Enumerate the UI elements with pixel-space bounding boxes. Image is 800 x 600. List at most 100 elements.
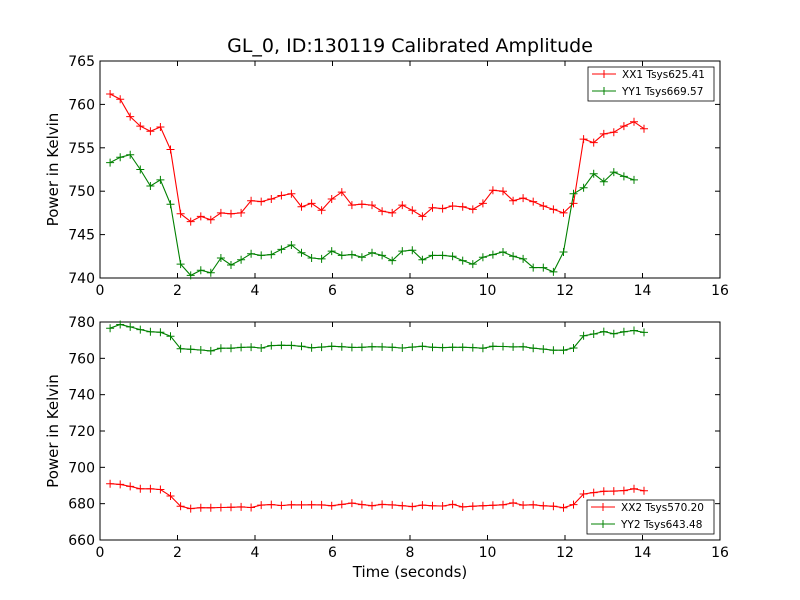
bottom-plot-data-point	[630, 326, 638, 335]
bottom-plot-data-point	[428, 343, 437, 352]
top-plot-xtick-label: 6	[328, 283, 337, 299]
top-plot-data-point	[630, 117, 638, 126]
top-plot-data-point	[317, 206, 326, 215]
top-plot-data-point	[166, 145, 175, 154]
bottom-plot-xtick-label: 12	[556, 545, 574, 561]
top-plot-data-point	[458, 202, 467, 211]
top-plot-data-point	[156, 123, 165, 131]
bottom-plot-data-point	[609, 329, 618, 338]
top-plot-data-point	[388, 208, 397, 217]
legend-label-xx2: XX2 Tsys570.20	[621, 502, 704, 514]
bottom-plot-data-point	[176, 502, 185, 511]
bottom-plot-data-point	[418, 501, 427, 510]
bottom-plot-data-point	[146, 327, 155, 336]
top-plot-data-point	[569, 199, 578, 208]
bottom-plot-data-point	[247, 503, 256, 512]
bottom-plot-data-point	[569, 344, 578, 352]
top-plot-data-point	[589, 138, 598, 147]
bottom-plot-data-point	[589, 330, 598, 338]
bottom-plot-data-point	[357, 343, 366, 352]
top-plot-data-point	[378, 207, 387, 216]
legend-label-xx1: XX1 Tsys625.41	[622, 69, 705, 81]
bottom-plot-xlabel: Time (seconds)	[352, 563, 468, 581]
bottom-plot-data-point	[287, 341, 296, 350]
bottom-plot-data-point	[347, 499, 356, 508]
figure-title: GL_0, ID:130119 Calibrated Amplitude	[227, 35, 593, 57]
top-plot-data-point	[136, 122, 145, 131]
top-plot-data-point	[166, 200, 175, 209]
top-plot-data-point	[529, 197, 538, 206]
bottom-plot-ticks: 0 2 4 6 8 10 12 14 16 660 680 700 720 740 760 780	[68, 315, 729, 561]
bottom-plot-data-point	[478, 344, 487, 353]
top-plot-data-point	[549, 267, 558, 276]
bottom-plot-data-point	[267, 500, 276, 509]
bottom-plot-data-point	[499, 342, 507, 351]
top-plot-data-point	[630, 175, 638, 184]
bottom-plot-data-point	[579, 490, 588, 498]
bottom-plot: Power in Kelvin Time (seconds) 0 2 4 6 8 10 12…	[44, 315, 729, 581]
bottom-plot-data-point	[488, 342, 497, 351]
bottom-plot-data-point	[307, 500, 316, 509]
bottom-plot-data-point	[378, 342, 387, 351]
top-plot-data-point	[559, 208, 568, 217]
bottom-plot-data-point	[237, 502, 246, 511]
top-plot-data-point	[579, 183, 588, 192]
bottom-plot-data-point	[216, 344, 225, 353]
top-plot-data-point	[146, 182, 155, 190]
top-plot-data-point	[609, 128, 618, 137]
bottom-plot-data-point	[468, 502, 477, 511]
top-plot-data-point	[368, 201, 376, 210]
bottom-plot-legend-box	[586, 499, 715, 535]
bottom-plot-data-point	[549, 502, 558, 511]
top-plot-data-point	[398, 201, 407, 210]
top-plot-data-point	[337, 188, 346, 197]
top-plot-data-point	[206, 215, 215, 224]
bottom-plot-data-point	[619, 327, 628, 336]
bottom-plot-data-point	[347, 343, 356, 352]
bottom-plot-data-point	[549, 346, 558, 355]
top-plot-xtick-label: 10	[479, 283, 497, 299]
top-plot-data-point	[257, 197, 266, 206]
bottom-plot-data-point	[368, 501, 376, 510]
bottom-plot-xtick-label: 0	[96, 545, 105, 561]
top-plot-data-point	[378, 251, 387, 260]
top-plot-data-point	[478, 253, 487, 262]
bottom-plot-data-point	[237, 343, 246, 352]
bottom-plot-data-point	[317, 500, 326, 509]
bottom-plot-data-point	[146, 484, 155, 493]
top-plot-xtick-label: 12	[556, 283, 574, 299]
bottom-plot-xtick-label: 10	[479, 545, 497, 561]
bottom-plot-data-point	[458, 502, 467, 511]
top-plot-data-point	[519, 194, 528, 203]
bottom-plot-data-point	[267, 341, 276, 350]
top-plot-data-point	[448, 252, 457, 261]
bottom-plot-ytick-label: 700	[68, 460, 95, 476]
top-plot-data-point	[418, 212, 427, 221]
top-plot-data-point	[488, 250, 497, 259]
bottom-plot-data-point	[227, 344, 235, 353]
top-plot-data-point	[307, 254, 316, 262]
top-plot-data-point	[347, 250, 356, 259]
bottom-plot-data-point	[640, 328, 648, 337]
top-plot-ylabel: Power in Kelvin	[44, 113, 62, 227]
top-plot-data-point	[106, 90, 115, 98]
bottom-plot-data-point	[368, 342, 376, 351]
bottom-plot-data-point	[468, 343, 477, 352]
bottom-plot-data-point	[277, 341, 286, 350]
top-plot-data-point	[327, 195, 336, 203]
top-plot-data-point	[438, 251, 447, 260]
top-plot-legend: XX1 Tsys625.41 YY1 Tsys669.57	[587, 66, 715, 102]
bottom-plot-xtick-label: 6	[328, 545, 337, 561]
top-plot-data-point	[509, 196, 518, 205]
bottom-plot-xtick-label: 2	[173, 545, 182, 561]
top-plot-ytick-label: 765	[68, 54, 95, 70]
bottom-plot-data-point	[438, 502, 447, 510]
bottom-plot-data-point	[599, 327, 608, 336]
top-plot-xtick-label: 2	[173, 283, 182, 299]
top-plot-data-point	[458, 256, 467, 265]
bottom-plot-ytick-label: 660	[68, 533, 95, 549]
top-plot-data-point	[468, 260, 477, 269]
bottom-plot-data-point	[327, 501, 336, 510]
top-plot-data-point	[186, 217, 195, 226]
